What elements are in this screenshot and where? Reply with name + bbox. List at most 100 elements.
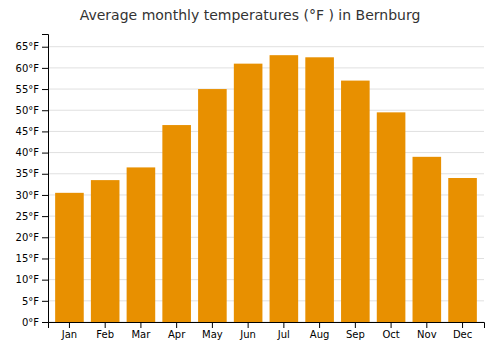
tick: Mar bbox=[131, 322, 151, 340]
tick-mark bbox=[69, 322, 70, 328]
tick: Dec bbox=[453, 322, 472, 340]
tick: Nov bbox=[417, 322, 437, 340]
tick-mark bbox=[355, 322, 356, 328]
plot: 0°F5°F10°F15°F20°F25°F30°F35°F40°F45°F50… bbox=[16, 35, 485, 341]
tick-label: 55°F bbox=[16, 84, 40, 95]
tick: 20°F bbox=[16, 232, 48, 243]
tick-mark bbox=[42, 153, 48, 154]
tick-mark bbox=[42, 322, 48, 323]
tick: 0°F bbox=[22, 317, 48, 328]
tick-label: Mar bbox=[131, 329, 151, 340]
tick: 5°F bbox=[22, 296, 48, 307]
bar bbox=[234, 64, 263, 322]
tick-mark bbox=[212, 322, 213, 328]
tick-label: 5°F bbox=[22, 296, 39, 307]
grid-line bbox=[48, 152, 484, 153]
tick-label: 45°F bbox=[16, 126, 40, 137]
bar bbox=[55, 193, 84, 322]
tick-label: 20°F bbox=[16, 232, 40, 243]
title: Average monthly temperatures (°F ) in Be… bbox=[80, 7, 421, 23]
tick-mark bbox=[42, 68, 48, 69]
tick-mark bbox=[140, 322, 141, 328]
bar bbox=[305, 57, 334, 322]
tick-label: 65°F bbox=[16, 41, 40, 52]
tick-label: Apr bbox=[168, 329, 186, 340]
tick-mark bbox=[283, 322, 284, 328]
tick: 65°F bbox=[16, 41, 48, 52]
tick-label: Jul bbox=[277, 329, 290, 340]
bar bbox=[413, 157, 442, 322]
bar bbox=[377, 112, 406, 322]
tick: 40°F bbox=[16, 147, 48, 158]
grid-line bbox=[48, 131, 484, 132]
bar bbox=[162, 125, 191, 322]
tick: Jul bbox=[277, 322, 290, 340]
tick-mark bbox=[105, 322, 106, 328]
tick-label: May bbox=[202, 329, 223, 340]
tick-mark bbox=[42, 280, 48, 281]
y-axis: 0°F5°F10°F15°F20°F25°F30°F35°F40°F45°F50… bbox=[16, 35, 49, 328]
tick-mark bbox=[42, 131, 48, 132]
tick: 45°F bbox=[16, 126, 48, 137]
axis-line bbox=[42, 35, 49, 323]
axis-line bbox=[49, 323, 485, 329]
tick-label: Sep bbox=[346, 329, 365, 340]
bar bbox=[270, 55, 299, 322]
x-axis: Jan Feb Mar Apr May Jun Jul Aug Sep Oct Nov Dec bbox=[49, 322, 485, 340]
tick-label: 25°F bbox=[16, 211, 40, 222]
tick: Aug bbox=[310, 322, 330, 340]
tick-mark bbox=[42, 237, 48, 238]
tick: 60°F bbox=[16, 63, 48, 74]
tick-mark bbox=[248, 322, 249, 328]
tick: 25°F bbox=[16, 211, 48, 222]
tick-label: Jan bbox=[61, 329, 77, 340]
tick: May bbox=[202, 322, 223, 340]
tick-mark bbox=[42, 110, 48, 111]
tick-mark bbox=[42, 216, 48, 217]
tick-mark bbox=[426, 322, 427, 328]
tick: Jun bbox=[239, 322, 256, 340]
tick-label: 0°F bbox=[22, 317, 39, 328]
bar bbox=[198, 89, 227, 322]
tick-mark bbox=[42, 301, 48, 302]
tick-mark bbox=[391, 322, 392, 328]
tick-mark bbox=[42, 89, 48, 90]
tick-label: Feb bbox=[96, 329, 114, 340]
tick-mark bbox=[42, 174, 48, 175]
bar bbox=[448, 178, 477, 322]
grid-line bbox=[48, 110, 484, 111]
tick-mark bbox=[319, 322, 320, 328]
tick-label: Dec bbox=[453, 329, 472, 340]
grid bbox=[48, 47, 484, 322]
tick: Feb bbox=[96, 322, 114, 340]
tick-mark bbox=[42, 258, 48, 259]
tick: Sep bbox=[346, 322, 365, 340]
chart: Average monthly temperatures (°F ) in Be… bbox=[0, 0, 500, 350]
tick: 50°F bbox=[16, 105, 48, 116]
bar bbox=[91, 180, 120, 322]
tick-label: 35°F bbox=[16, 168, 40, 179]
grid-line bbox=[48, 46, 484, 47]
tick: 35°F bbox=[16, 168, 48, 179]
tick-label: 50°F bbox=[16, 105, 40, 116]
tick-label: Nov bbox=[417, 329, 437, 340]
tick: Jan bbox=[61, 322, 77, 340]
tick: 30°F bbox=[16, 190, 48, 201]
tick-label: 15°F bbox=[16, 253, 40, 264]
tick: Apr bbox=[168, 322, 186, 340]
grid-line bbox=[48, 67, 484, 68]
bars bbox=[55, 55, 477, 322]
tick: 55°F bbox=[16, 84, 48, 95]
tick: 15°F bbox=[16, 253, 48, 264]
grid-line bbox=[48, 89, 484, 90]
tick: Oct bbox=[382, 322, 399, 340]
bar bbox=[127, 167, 156, 322]
tick-label: 30°F bbox=[16, 190, 40, 201]
tick-label: Aug bbox=[310, 329, 330, 340]
bar bbox=[341, 81, 370, 322]
tick-label: Oct bbox=[382, 329, 399, 340]
tick-label: 60°F bbox=[16, 63, 40, 74]
tick-label: Jun bbox=[239, 329, 256, 340]
tick-mark bbox=[42, 195, 48, 196]
tick-label: 40°F bbox=[16, 147, 40, 158]
